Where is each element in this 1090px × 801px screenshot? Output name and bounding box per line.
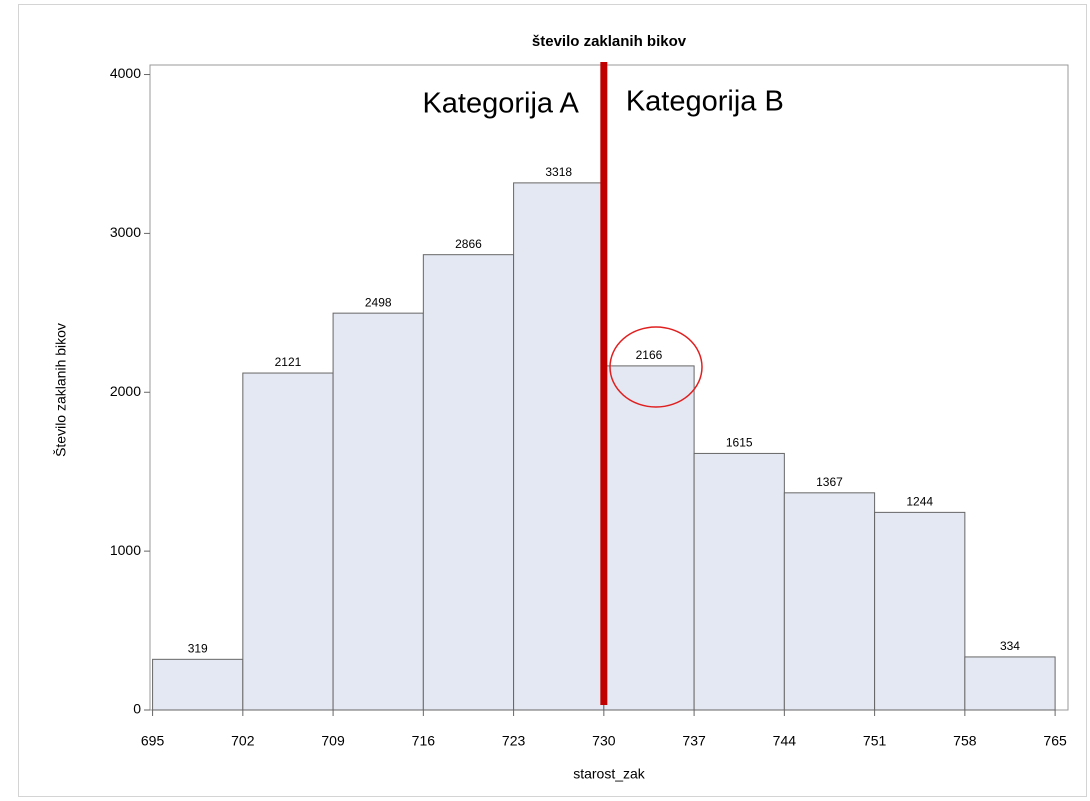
y-tick-label: 1000 — [110, 542, 141, 558]
x-axis-label: starost_zak — [573, 766, 646, 782]
y-tick-label: 3000 — [110, 224, 141, 240]
category-a-label: Kategorija A — [422, 88, 579, 120]
x-tick-label: 716 — [412, 733, 436, 749]
x-tick-label: 737 — [682, 733, 706, 749]
x-tick-label: 765 — [1043, 733, 1067, 749]
value-label: 1367 — [816, 475, 843, 489]
value-label: 3318 — [545, 165, 572, 179]
bar — [242, 372, 334, 711]
bar — [332, 312, 424, 711]
highlight-circle — [609, 326, 703, 408]
x-tick-label: 723 — [502, 733, 526, 749]
x-tick-label: 702 — [231, 733, 255, 749]
y-axis-label: Število zaklanih bikov — [53, 323, 69, 457]
y-tick-label: 2000 — [110, 383, 141, 399]
bar — [783, 492, 876, 711]
value-label: 2498 — [365, 295, 392, 309]
bar — [152, 658, 244, 711]
bar — [874, 511, 966, 711]
y-tick-label: 4000 — [110, 65, 141, 81]
value-label: 319 — [188, 641, 208, 655]
bar — [693, 452, 785, 711]
x-tick-label: 751 — [863, 733, 887, 749]
category-b-label: Kategorija B — [626, 86, 784, 118]
x-tick-label: 709 — [321, 733, 345, 749]
value-label: 2121 — [275, 355, 302, 369]
x-tick-label: 730 — [592, 733, 616, 749]
value-label: 1615 — [726, 436, 753, 450]
bar — [422, 254, 515, 711]
bar — [603, 365, 695, 711]
x-tick-label: 695 — [141, 733, 165, 749]
x-tick-label: 744 — [773, 733, 797, 749]
value-label: 1244 — [906, 495, 933, 509]
y-tick-label: 0 — [133, 701, 141, 717]
value-label: 334 — [1000, 639, 1020, 653]
chart-title: število zaklanih bikov — [532, 33, 687, 50]
value-label: 2166 — [636, 348, 663, 362]
x-tick-label: 758 — [953, 733, 977, 749]
bar — [964, 656, 1056, 711]
value-label: 2866 — [455, 237, 482, 251]
bar — [513, 182, 605, 711]
